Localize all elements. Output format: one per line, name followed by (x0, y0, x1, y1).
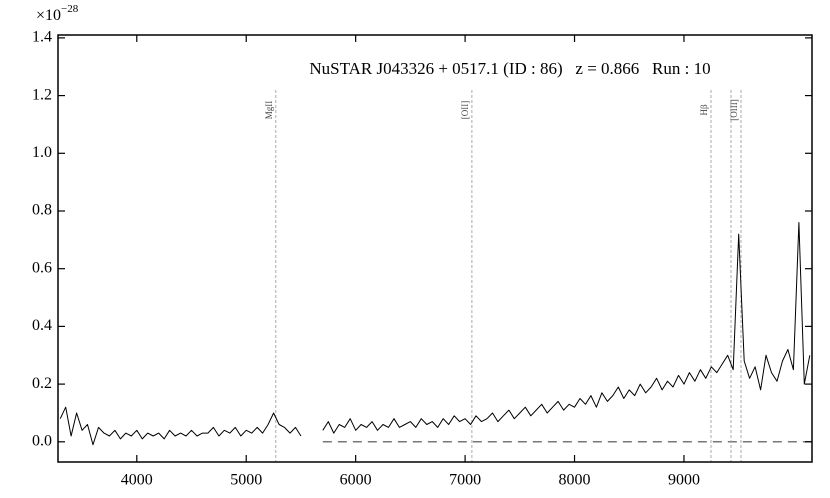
x-tick-label: 6000 (340, 472, 372, 489)
y-tick-label: 1.0 (32, 144, 52, 161)
y-tick-label: 0.2 (32, 375, 52, 392)
x-tick-label: 8000 (559, 472, 591, 489)
y-tick-label: 0.6 (32, 259, 52, 276)
emission-label: Hβ (699, 104, 709, 115)
y-tick-label: 0.8 (32, 202, 52, 219)
y-tick-label: 0.4 (32, 317, 52, 334)
emission-label: MgII (264, 101, 274, 120)
offset-label: ×10−28 (36, 3, 79, 24)
x-tick-label: 5000 (230, 472, 262, 489)
x-tick-label: 7000 (449, 472, 481, 489)
chart-title: NuSTAR J043326 + 0517.1 (ID : 86) z = 0.… (309, 59, 710, 78)
spectrum-line (59, 222, 811, 446)
emission-label: [OII] (460, 101, 470, 120)
plot-frame (57, 34, 813, 463)
offset-base: ×10 (36, 7, 61, 24)
y-tick-label: 0.0 (32, 432, 52, 449)
offset-exponent: −28 (61, 3, 79, 15)
x-tick-label: 9000 (668, 472, 700, 489)
y-tick-label: 1.4 (32, 29, 52, 46)
y-tick-label: 1.2 (32, 86, 52, 103)
x-tick-label: 4000 (121, 472, 153, 489)
emission-label: [OIII] (729, 99, 739, 121)
